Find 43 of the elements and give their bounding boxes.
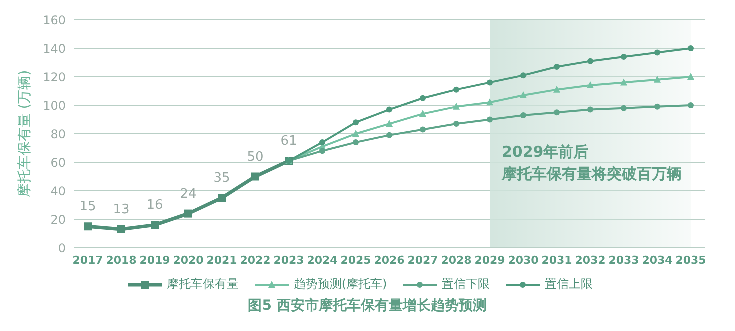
x-tick-label: 2031 [542,254,572,267]
legend-label: 摩托车保有量 [166,276,239,293]
data-label: 15 [80,200,96,215]
x-tick-label: 2020 [173,254,204,267]
data-label: 50 [247,150,264,165]
data-label: 24 [180,186,197,202]
data-label: 13 [113,202,130,218]
x-tick-label: 2035 [676,254,706,267]
y-tick-label: 100 [43,98,66,113]
x-tick-label: 2027 [408,254,438,267]
x-tick-label: 2025 [340,254,372,267]
y-tick-label: 0 [58,241,66,256]
x-tick-label: 2026 [374,254,406,267]
data-label: 16 [146,198,164,214]
x-tick-label: 2018 [106,254,137,267]
legend-label: 置信下限 [442,276,490,293]
y-tick-label: 120 [43,70,66,84]
y-axis-title: 摩托车保有量 (万辆) [16,70,33,198]
x-tick-label: 2029 [474,254,506,267]
y-tick-label: 140 [43,42,66,56]
y-tick-label: 40 [50,184,66,198]
data-label: 35 [214,171,230,186]
x-tick-label: 2019 [140,254,170,267]
data-label: 61 [280,134,298,150]
text: 图5 西安市摩托车保有量增长趋势预测 [247,297,488,315]
x-tick-label: 2022 [240,254,271,267]
x-tick-label: 2034 [642,254,674,267]
y-tick-label: 80 [50,127,66,142]
annotation: 2029年前后 [502,142,589,161]
legend-label: 趋势预测(摩托车) [294,276,388,293]
x-tick-label: 2021 [206,254,238,267]
x-tick-label: 2024 [307,254,338,267]
y-tick-label: 20 [50,212,66,227]
x-tick-label: 2032 [575,254,606,267]
x-tick-label: 2017 [72,254,104,267]
annotation: 摩托车保有量将突破百万辆 [501,164,682,183]
y-tick-label: 160 [43,13,66,28]
x-tick-label: 2030 [508,254,540,267]
legend-label: 置信上限 [545,276,594,293]
y-tick-label: 60 [50,156,66,170]
x-tick-label: 2023 [274,254,304,267]
x-tick-label: 2028 [441,254,472,267]
x-tick-label: 2033 [608,254,640,267]
